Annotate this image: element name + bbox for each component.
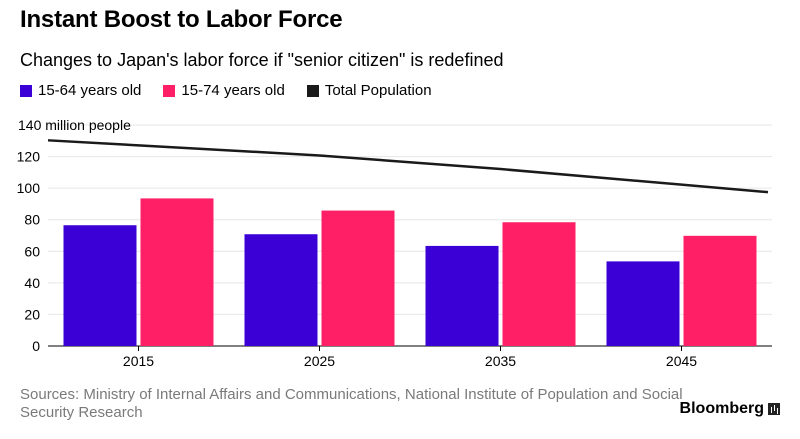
chart-plot: 0 20 40 60 80 100 120 140 million people 2015 202… <box>17 117 772 369</box>
legend-swatch-15-74 <box>163 84 176 97</box>
y-tick-label: 60 <box>24 243 40 259</box>
brand-name: Bloomberg <box>679 400 764 417</box>
legend-swatch-15-64 <box>20 84 32 97</box>
x-tick-label: 2015 <box>123 353 154 369</box>
legend-item-total-population: Total Population <box>306 82 432 99</box>
bar-15-64-years-old <box>244 234 318 346</box>
bar-15-74-years-old <box>140 198 214 346</box>
brand: Bloomberg <box>680 400 780 418</box>
y-tick-label: 40 <box>24 275 40 291</box>
y-tick-label: 140 million people <box>18 117 131 133</box>
chart-title: Instant Boost to Labor Force <box>20 6 343 33</box>
bar-15-64-years-old <box>425 245 499 346</box>
chart-subtitle: Changes to Japan's labor force if "senio… <box>20 50 504 70</box>
x-tick-label: 2035 <box>485 353 516 369</box>
y-tick-label: 80 <box>24 212 40 228</box>
legend-label-15-74: 15-74 years old <box>181 82 285 99</box>
y-tick-label: 120 <box>17 149 41 165</box>
bar-15-74-years-old <box>683 235 757 346</box>
legend-item-15-74: 15-74 years old <box>163 82 285 99</box>
x-tick-label: 2045 <box>666 353 697 369</box>
source-note: Sources: Ministry of Internal Affairs an… <box>20 386 683 421</box>
bar-15-74-years-old <box>321 210 395 346</box>
x-tick-label: 2025 <box>304 353 335 369</box>
y-tick-label: 20 <box>24 306 40 322</box>
legend-swatch-total-population <box>306 84 319 97</box>
series-line-total-population <box>47 139 769 194</box>
bar-15-74-years-old <box>502 222 576 346</box>
y-tick-label: 100 <box>17 180 41 196</box>
bar-15-64-years-old <box>63 225 137 346</box>
legend-label-15-64: 15-64 years old <box>38 82 142 99</box>
bar-15-64-years-old <box>606 261 680 346</box>
bloomberg-logo-icon <box>768 403 780 415</box>
legend-label-total-population: Total Population <box>324 82 432 99</box>
legend: 15-64 years old 15-74 years old Total Po… <box>20 82 454 99</box>
legend-item-15-64: 15-64 years old <box>20 82 141 99</box>
y-tick-label: 0 <box>32 338 40 354</box>
